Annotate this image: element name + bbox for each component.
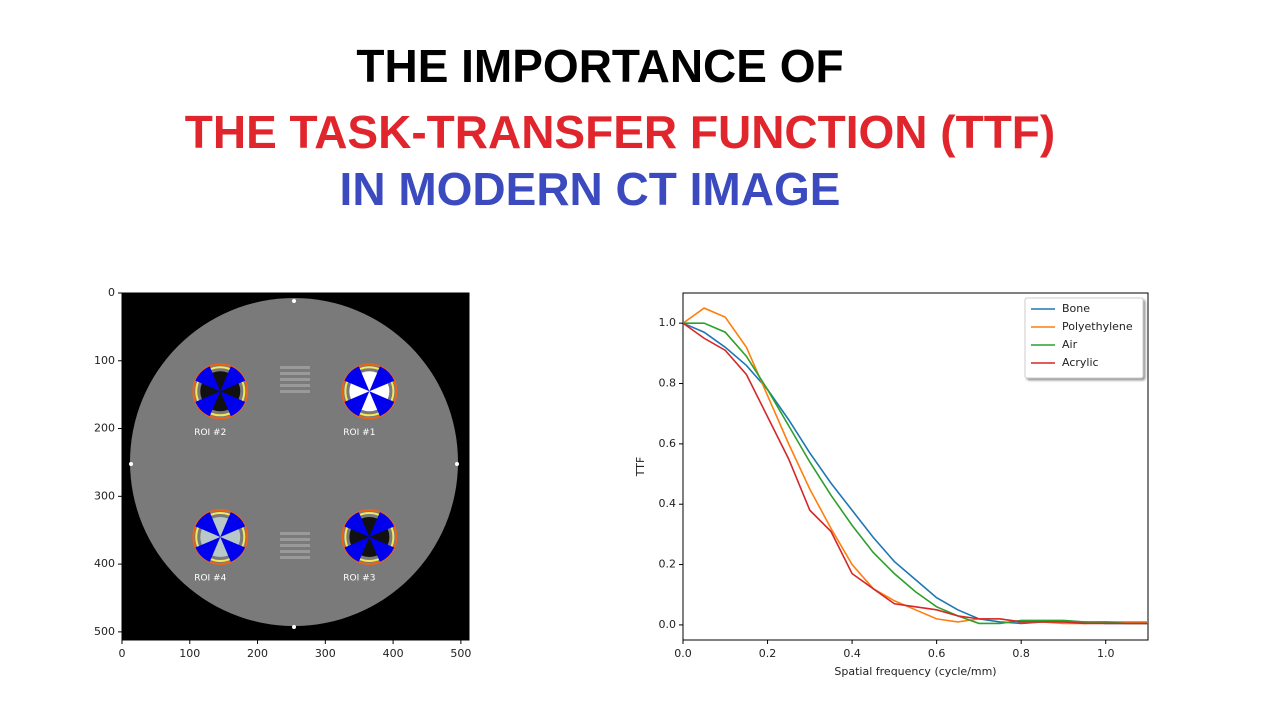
y-tick-label: 300 bbox=[94, 489, 115, 502]
roi-wedge bbox=[369, 512, 395, 537]
roi-ring bbox=[344, 511, 395, 562]
y-tick-label: 0.2 bbox=[659, 558, 677, 571]
y-tick-label: 400 bbox=[94, 557, 115, 570]
roi-label: ROI #2 bbox=[194, 428, 226, 438]
roi-wedge bbox=[369, 366, 395, 392]
y-tick-label: 1.0 bbox=[659, 316, 677, 329]
roi-ring bbox=[192, 508, 249, 565]
roi bbox=[341, 508, 398, 565]
x-tick-label: 100 bbox=[179, 647, 200, 660]
x-tick-label: 0.2 bbox=[759, 647, 777, 660]
x-tick-label: 0 bbox=[119, 647, 126, 660]
roi-ring bbox=[195, 511, 246, 562]
y-tick-label: 0.4 bbox=[659, 497, 677, 510]
y-tick-label: 500 bbox=[94, 625, 115, 638]
y-tick-label: 0.6 bbox=[659, 437, 677, 450]
series-line bbox=[683, 322, 1148, 625]
x-axis-label: Spatial frequency (cycle/mm) bbox=[834, 665, 996, 678]
phantom bbox=[130, 298, 458, 626]
roi-wedge bbox=[344, 391, 370, 417]
roi-ring bbox=[344, 366, 395, 417]
roi-label: ROI #4 bbox=[194, 573, 226, 583]
roi-wedge bbox=[195, 391, 221, 417]
title-line: THE TASK-TRANSFER FUNCTION (TTF) bbox=[185, 106, 1055, 158]
legend-label: Polyethylene bbox=[1062, 320, 1133, 333]
roi-wedge bbox=[220, 512, 246, 537]
axes-frame bbox=[121, 292, 470, 641]
x-tick-label: 500 bbox=[450, 647, 471, 660]
roi-ring bbox=[195, 366, 246, 417]
line-pairs bbox=[280, 366, 310, 559]
roi-wedge bbox=[195, 536, 221, 562]
x-tick-label: 0.8 bbox=[1012, 647, 1030, 660]
y-axis-label: TTF bbox=[634, 457, 647, 478]
legend-label: Bone bbox=[1062, 302, 1090, 315]
roi-wedge bbox=[369, 391, 395, 417]
roi-wedge bbox=[195, 512, 221, 537]
axes-frame bbox=[682, 292, 1149, 641]
fiducials bbox=[129, 299, 459, 629]
roi-wedge bbox=[220, 536, 246, 562]
roi-wedge bbox=[195, 366, 221, 392]
title-line: IN MODERN CT IMAGE bbox=[340, 163, 841, 215]
roi-wedge bbox=[369, 536, 395, 562]
legend-box bbox=[1024, 297, 1144, 379]
y-tick-label: 0.0 bbox=[659, 618, 677, 631]
roi bbox=[192, 363, 249, 420]
y-tick-label: 200 bbox=[94, 422, 115, 435]
y-tick-label: 100 bbox=[94, 354, 115, 367]
roi-wedge bbox=[344, 512, 370, 537]
roi-wedge bbox=[220, 391, 246, 417]
roi-wedge bbox=[344, 366, 370, 392]
x-tick-label: 0.0 bbox=[674, 647, 692, 660]
x-tick-label: 0.6 bbox=[928, 647, 946, 660]
roi-ring bbox=[192, 363, 249, 420]
x-tick-label: 0.4 bbox=[843, 647, 861, 660]
roi-wedge bbox=[344, 536, 370, 562]
legend-label: Acrylic bbox=[1062, 356, 1099, 369]
x-tick-label: 300 bbox=[315, 647, 336, 660]
x-tick-label: 1.0 bbox=[1097, 647, 1115, 660]
roi-wedge bbox=[220, 366, 246, 392]
roi bbox=[341, 363, 398, 420]
y-tick-label: 0.8 bbox=[659, 377, 677, 390]
roi-ring bbox=[341, 363, 398, 420]
title-line: THE IMPORTANCE OF bbox=[356, 40, 843, 92]
x-tick-label: 200 bbox=[247, 647, 268, 660]
legend-label: Air bbox=[1062, 338, 1078, 351]
roi bbox=[192, 508, 249, 565]
y-tick-label: 0 bbox=[108, 286, 115, 299]
roi-ring bbox=[341, 508, 398, 565]
roi-label: ROI #3 bbox=[343, 573, 375, 583]
x-tick-label: 400 bbox=[383, 647, 404, 660]
series-line bbox=[683, 322, 1148, 625]
roi-label: ROI #1 bbox=[343, 428, 375, 438]
